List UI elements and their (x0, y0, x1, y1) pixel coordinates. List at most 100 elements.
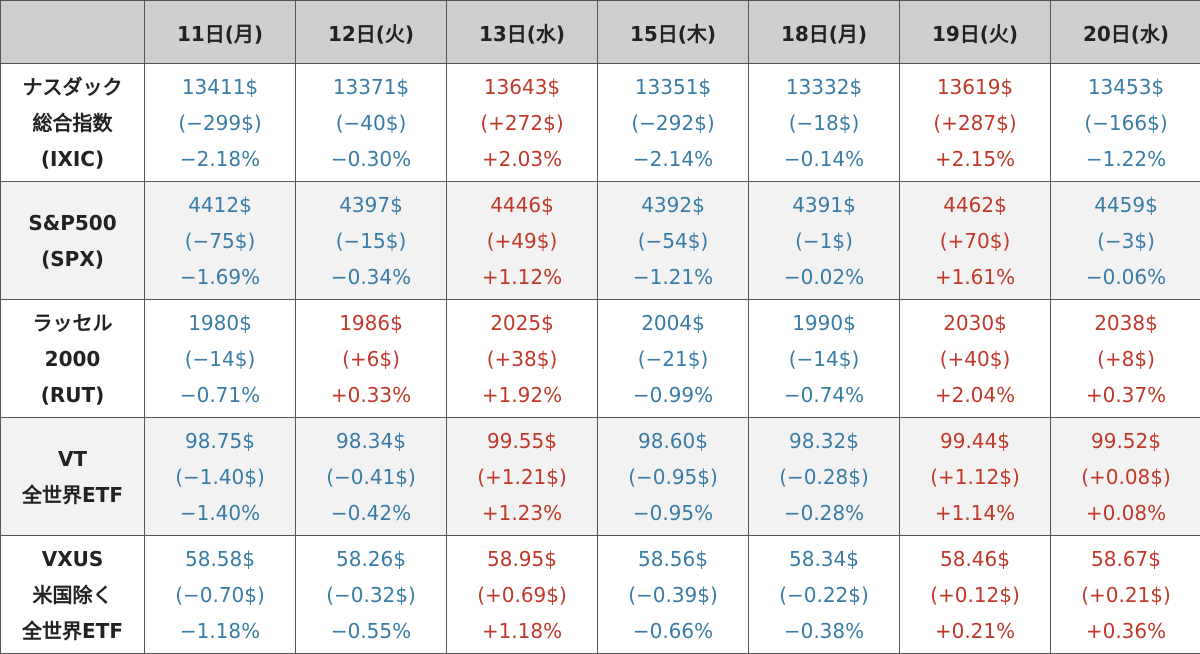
percent-change: −0.66% (632, 618, 714, 643)
close-price: 58.67$ (1091, 546, 1161, 571)
value-cell: 2004$ (−21$) −0.99% (597, 299, 749, 418)
table-row: S&P500 (SPX) 4412$ (−75$) −1.69% 4397$ (−15$) −… (0, 181, 1200, 300)
percent-change: +1.14% (934, 500, 1016, 525)
header-day-cell: 15日(木) (597, 0, 749, 64)
row-label-line: ナスダック (22, 74, 123, 99)
percent-change: −1.22% (1085, 146, 1167, 171)
percent-change: −0.74% (783, 382, 865, 407)
percent-change: −2.18% (179, 146, 261, 171)
close-price: 58.95$ (487, 546, 557, 571)
price-change: (−1$) (795, 228, 853, 253)
percent-change: −0.42% (330, 500, 412, 525)
percent-change: −2.14% (632, 146, 714, 171)
close-price: 1980$ (188, 310, 252, 335)
price-change: (+70$) (939, 228, 1011, 253)
header-day-cell: 12日(火) (295, 0, 447, 64)
value-cell: 13351$ (−292$) −2.14% (597, 63, 749, 182)
row-label-line: (RUT) (40, 382, 105, 407)
price-change: (+0.12$) (930, 582, 1020, 607)
close-price: 4412$ (188, 192, 252, 217)
price-change: (−0.39$) (628, 582, 718, 607)
close-price: 4397$ (339, 192, 403, 217)
row-label-line: ラッセル (32, 310, 113, 335)
close-price: 13619$ (936, 74, 1014, 99)
close-price: 4391$ (792, 192, 856, 217)
percent-change: +0.36% (1085, 618, 1167, 643)
value-cell: 13332$ (−18$) −0.14% (748, 63, 900, 182)
price-change: (+1.12$) (930, 464, 1020, 489)
close-price: 13453$ (1087, 74, 1165, 99)
percent-change: +1.12% (481, 264, 563, 289)
value-cell: 4412$ (−75$) −1.69% (144, 181, 296, 300)
header-day-cell: 18日(月) (748, 0, 900, 64)
percent-change: −0.55% (330, 618, 412, 643)
close-price: 4459$ (1094, 192, 1158, 217)
table-row: ナスダック 総合指数 (IXIC) 13411$ (−299$) −2.18% 13371$… (0, 63, 1200, 182)
close-price: 4446$ (490, 192, 554, 217)
value-cell: 58.67$ (+0.21$) +0.36% (1050, 535, 1200, 654)
percent-change: +1.23% (481, 500, 563, 525)
header-corner-cell (0, 0, 145, 64)
value-cell: 4397$ (−15$) −0.34% (295, 181, 447, 300)
price-change: (+38$) (486, 346, 558, 371)
row-label-cell: ラッセル 2000 (RUT) (0, 299, 145, 418)
value-cell: 13643$ (+272$) +2.03% (446, 63, 598, 182)
row-label-line: 全世界ETF (22, 618, 123, 643)
price-change: (−0.22$) (779, 582, 869, 607)
value-cell: 99.52$ (+0.08$) +0.08% (1050, 417, 1200, 536)
value-cell: 58.56$ (−0.39$) −0.66% (597, 535, 749, 654)
close-price: 58.34$ (789, 546, 859, 571)
price-change: (+272$) (480, 110, 564, 135)
close-price: 99.52$ (1091, 428, 1161, 453)
percent-change: −1.40% (179, 500, 261, 525)
percent-change: +0.37% (1085, 382, 1167, 407)
row-label-line: VT (57, 446, 88, 471)
close-price: 13371$ (332, 74, 410, 99)
value-cell: 2038$ (+8$) +0.37% (1050, 299, 1200, 418)
price-change: (−3$) (1097, 228, 1155, 253)
value-cell: 98.75$ (−1.40$) −1.40% (144, 417, 296, 536)
row-label-line: 全世界ETF (22, 482, 123, 507)
price-change: (+8$) (1097, 346, 1155, 371)
close-price: 98.75$ (185, 428, 255, 453)
price-change: (+287$) (933, 110, 1017, 135)
row-label-cell: ナスダック 総合指数 (IXIC) (0, 63, 145, 182)
close-price: 58.58$ (185, 546, 255, 571)
percent-change: −0.99% (632, 382, 714, 407)
price-change: (−1.40$) (175, 464, 265, 489)
value-cell: 13453$ (−166$) −1.22% (1050, 63, 1200, 182)
price-change: (+0.08$) (1081, 464, 1171, 489)
percent-change: −0.06% (1085, 264, 1167, 289)
value-cell: 1980$ (−14$) −0.71% (144, 299, 296, 418)
percent-change: +2.15% (934, 146, 1016, 171)
price-change: (+49$) (486, 228, 558, 253)
price-change: (−18$) (788, 110, 860, 135)
percent-change: +0.08% (1085, 500, 1167, 525)
table-body: ナスダック 総合指数 (IXIC) 13411$ (−299$) −2.18% 13371$… (0, 63, 1200, 654)
value-cell: 58.95$ (+0.69$) +1.18% (446, 535, 598, 654)
price-change: (−0.95$) (628, 464, 718, 489)
value-cell: 2025$ (+38$) +1.92% (446, 299, 598, 418)
close-price: 58.56$ (638, 546, 708, 571)
header-day-cell: 20日(水) (1050, 0, 1200, 64)
price-change: (−0.28$) (779, 464, 869, 489)
percent-change: −0.95% (632, 500, 714, 525)
value-cell: 1986$ (+6$) +0.33% (295, 299, 447, 418)
percent-change: −0.38% (783, 618, 865, 643)
table-row: ラッセル 2000 (RUT) 1980$ (−14$) −0.71% 1986$ (+6$)… (0, 299, 1200, 418)
value-cell: 98.34$ (−0.41$) −0.42% (295, 417, 447, 536)
value-cell: 98.32$ (−0.28$) −0.28% (748, 417, 900, 536)
price-change: (−0.32$) (326, 582, 416, 607)
row-label-line: 2000 (44, 346, 101, 371)
close-price: 13332$ (785, 74, 863, 99)
price-change: (+40$) (939, 346, 1011, 371)
row-label-line: 米国除く (32, 582, 113, 607)
price-change: (−166$) (1084, 110, 1168, 135)
price-change: (−14$) (184, 346, 256, 371)
close-price: 4462$ (943, 192, 1007, 217)
percent-change: −0.30% (330, 146, 412, 171)
close-price: 1986$ (339, 310, 403, 335)
close-price: 98.32$ (789, 428, 859, 453)
price-change: (−21$) (637, 346, 709, 371)
